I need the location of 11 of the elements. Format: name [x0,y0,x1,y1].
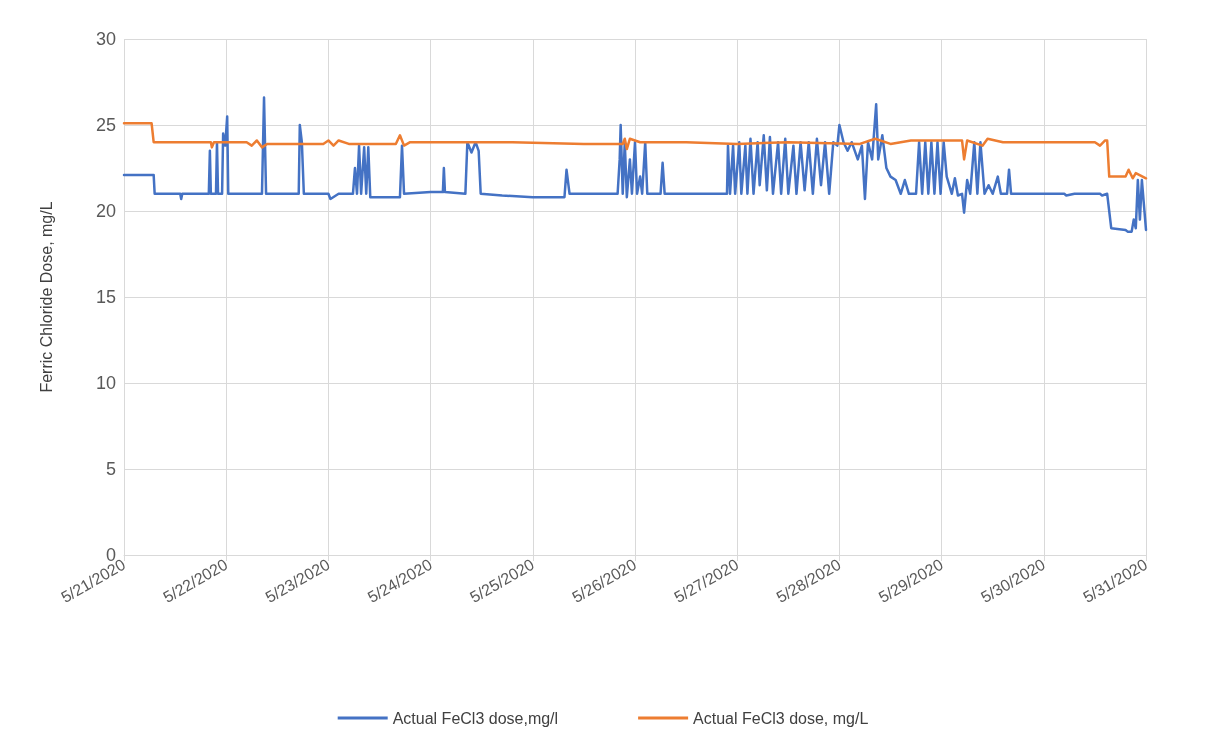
y-tick-label: 10 [95,373,116,393]
line-series [122,96,1148,233]
y-tick-label: 20 [95,201,116,221]
y-tick-label: 25 [95,115,116,135]
legend-label: Actual FeCl3 dose, mg/L [693,709,869,727]
y-tick-label: 30 [95,29,116,49]
legend-label: Actual FeCl3 dose,mg/l [392,709,559,727]
line-series [122,122,1148,180]
y-tick-label: 5 [105,459,116,479]
y-axis-title: Ferric Chloride Dose, mg/L [37,201,55,393]
y-tick-label: 15 [95,287,116,307]
